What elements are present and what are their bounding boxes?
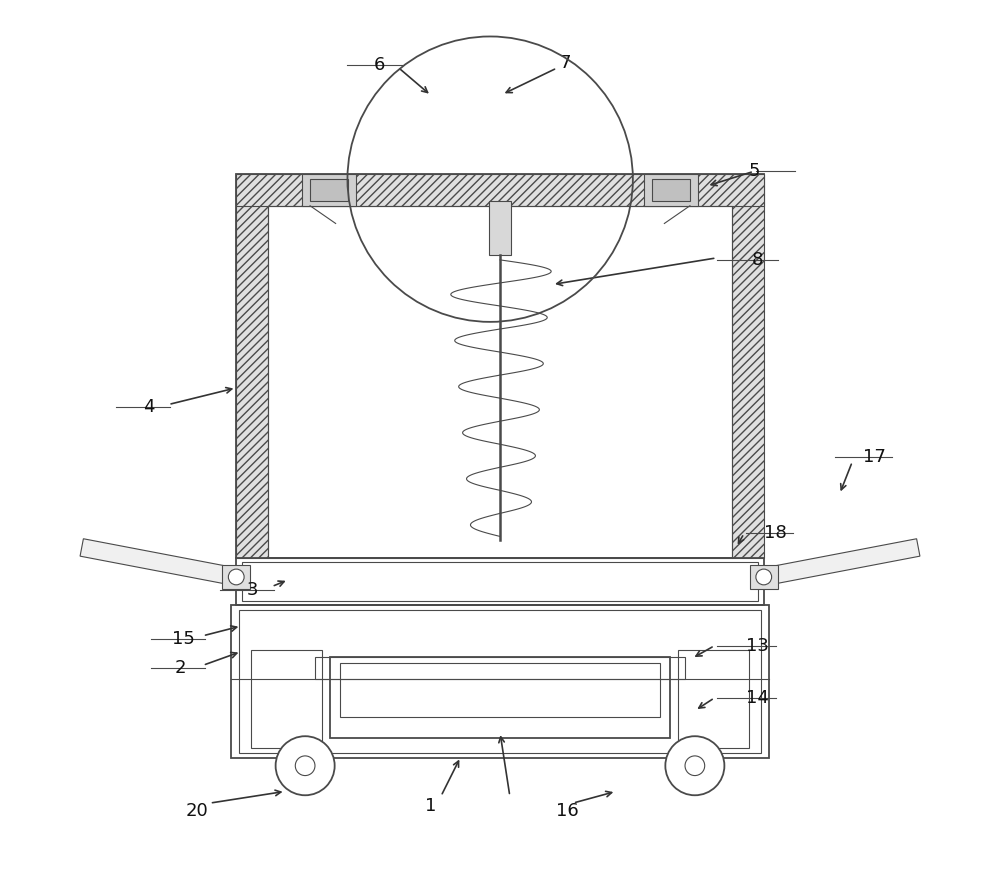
Bar (236, 175, 268, 558)
Polygon shape (762, 538, 920, 586)
Circle shape (685, 756, 705, 775)
Bar (732, 175, 764, 558)
Text: 2: 2 (174, 660, 186, 677)
Bar (236, 558, 764, 605)
Bar (239, 610, 761, 753)
Bar (310, 179, 348, 201)
Text: 20: 20 (186, 802, 208, 820)
Text: 1: 1 (425, 797, 437, 815)
Bar (251, 650, 322, 748)
Circle shape (665, 736, 724, 795)
Bar (340, 663, 660, 717)
Text: 8: 8 (752, 251, 764, 269)
Bar (242, 562, 758, 602)
Text: 7: 7 (559, 54, 571, 72)
Bar (236, 175, 764, 558)
Bar (652, 179, 690, 201)
Bar (678, 650, 749, 748)
Text: 18: 18 (764, 524, 787, 543)
Text: 13: 13 (746, 637, 769, 654)
Circle shape (228, 569, 244, 585)
Bar (222, 565, 250, 588)
Bar (268, 206, 732, 558)
Bar (231, 605, 769, 758)
Bar (302, 175, 356, 206)
Bar (644, 175, 698, 206)
Text: 17: 17 (863, 447, 885, 466)
Bar (293, 748, 317, 764)
Bar (750, 565, 778, 588)
Bar (683, 748, 707, 764)
Bar (315, 658, 685, 679)
Circle shape (295, 756, 315, 775)
Circle shape (756, 569, 772, 585)
Bar (236, 175, 764, 206)
Bar (489, 201, 511, 255)
Text: 6: 6 (374, 56, 386, 74)
Text: 14: 14 (746, 688, 769, 707)
Bar (330, 658, 670, 738)
Text: 5: 5 (748, 162, 760, 181)
Text: 16: 16 (556, 802, 578, 820)
Text: 3: 3 (246, 581, 258, 599)
Text: 15: 15 (172, 630, 195, 648)
Circle shape (276, 736, 335, 795)
Text: 4: 4 (143, 398, 154, 417)
Polygon shape (80, 538, 238, 586)
